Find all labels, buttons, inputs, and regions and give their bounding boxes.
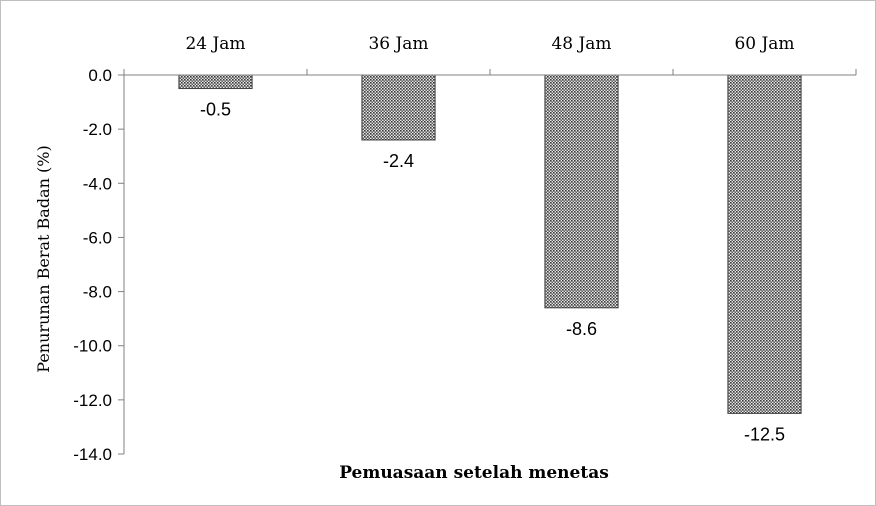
y-tick-label-4: -6.0 <box>83 228 112 247</box>
y-tick-label-7: -12.0 <box>73 391 112 410</box>
bar-3 <box>544 74 619 309</box>
labels-layer: -0.5 24 Jam -2.4 36 Jam -8.6 48 Jam -12.5 60 Ja… <box>73 34 794 464</box>
data-label-4: -12.5 <box>744 424 785 444</box>
y-tick-label-3: -4.0 <box>83 174 112 193</box>
bar-4 <box>727 74 802 414</box>
axes <box>118 69 857 455</box>
bar-1 <box>178 74 253 90</box>
x-axis-title: Pemuasaan setelah menetas <box>339 463 609 483</box>
data-label-3: -8.6 <box>566 319 597 339</box>
data-label-1: -0.5 <box>200 100 231 120</box>
category-label-1: 24 Jam <box>185 34 245 54</box>
y-tick-label-5: -8.0 <box>83 283 112 302</box>
category-label-4: 60 Jam <box>734 34 794 54</box>
bar-2 <box>361 74 436 141</box>
category-label-3: 48 Jam <box>551 34 611 54</box>
category-label-2: 36 Jam <box>368 34 428 54</box>
data-label-2: -2.4 <box>383 151 414 171</box>
y-axis-title: Penurunan Berat Badan (%) <box>34 145 53 372</box>
y-tick-label-8: -14.0 <box>73 445 112 464</box>
y-tick-label-6: -10.0 <box>73 337 112 356</box>
bars-layer <box>178 74 802 414</box>
y-tick-label-2: -2.0 <box>83 120 112 139</box>
y-tick-label-1: 0.0 <box>88 66 112 85</box>
